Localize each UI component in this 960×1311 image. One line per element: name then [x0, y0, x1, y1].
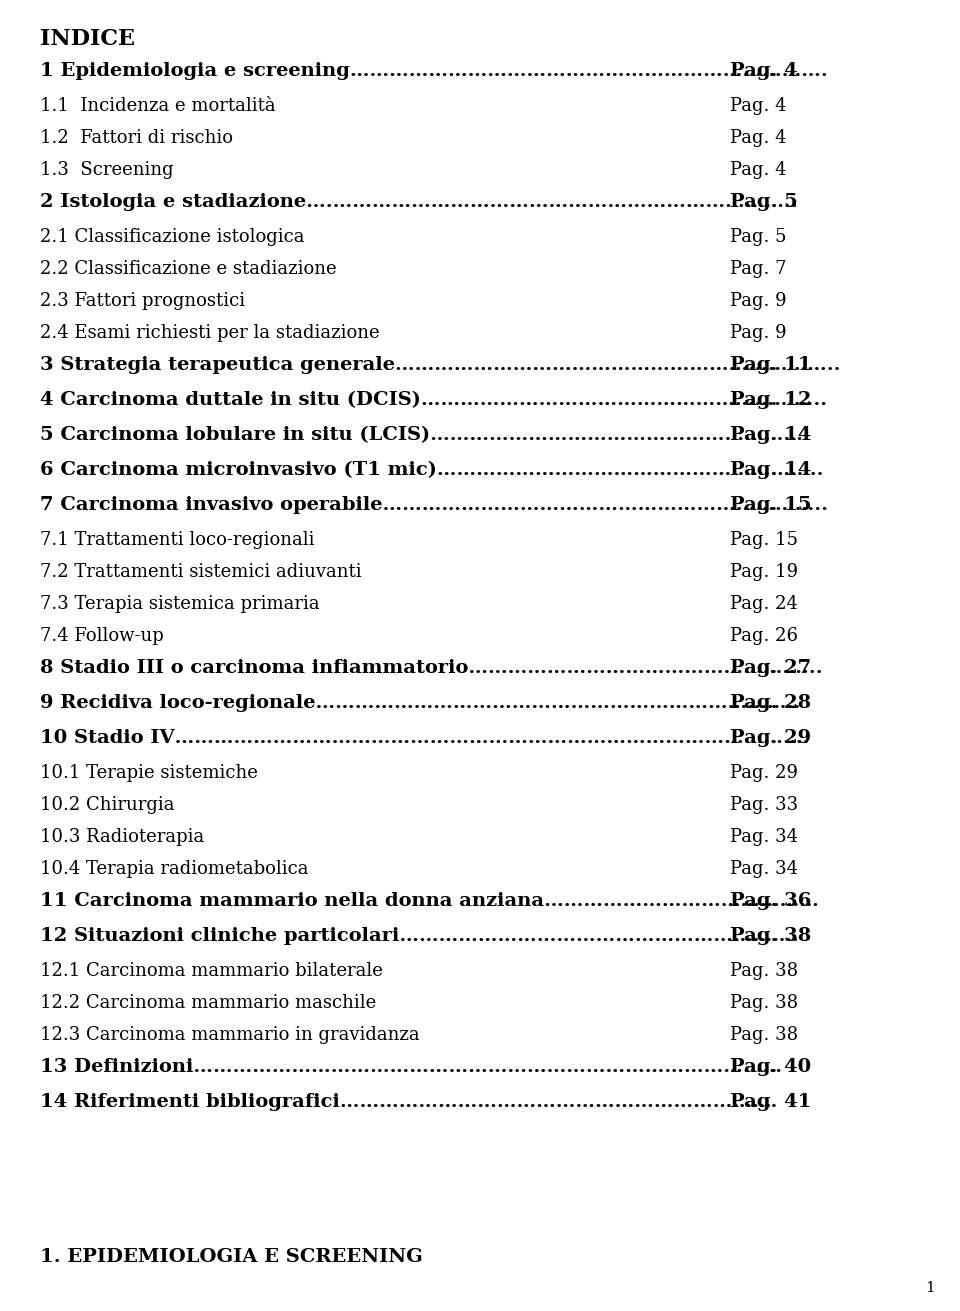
- Text: Pag. 9: Pag. 9: [730, 292, 786, 309]
- Text: Pag. 5: Pag. 5: [730, 228, 786, 246]
- Text: Pag. 11: Pag. 11: [730, 357, 811, 374]
- Text: Pag. 38: Pag. 38: [730, 962, 798, 981]
- Text: 7.2 Trattamenti sistemici adiuvanti: 7.2 Trattamenti sistemici adiuvanti: [40, 562, 362, 581]
- Text: Pag. 4: Pag. 4: [730, 128, 786, 147]
- Text: 12.3 Carcinoma mammario in gravidanza: 12.3 Carcinoma mammario in gravidanza: [40, 1027, 420, 1044]
- Text: Pag. 38: Pag. 38: [730, 994, 798, 1012]
- Text: Pag. 4: Pag. 4: [730, 62, 798, 80]
- Text: 13 Definizioni………………………………………………………………………………: 13 Definizioni………………………………………………………………………: [40, 1058, 782, 1076]
- Text: 10 Stadio IV…………………………………………………………………………………….: 10 Stadio IV……………………………………………………………………………: [40, 729, 809, 747]
- Text: 1.2  Fattori di rischio: 1.2 Fattori di rischio: [40, 128, 233, 147]
- Text: Pag. 33: Pag. 33: [730, 796, 798, 814]
- Text: 1.3  Screening: 1.3 Screening: [40, 161, 174, 180]
- Text: 2.1 Classificazione istologica: 2.1 Classificazione istologica: [40, 228, 304, 246]
- Text: Pag. 41: Pag. 41: [730, 1093, 811, 1110]
- Text: Pag. 26: Pag. 26: [730, 627, 798, 645]
- Text: Pag. 27: Pag. 27: [730, 659, 811, 676]
- Text: Pag. 34: Pag. 34: [730, 860, 798, 878]
- Text: Pag. 9: Pag. 9: [730, 324, 786, 342]
- Text: 4 Carcinoma duttale in situ (DCIS)……………………………………………………..: 4 Carcinoma duttale in situ (DCIS)…………………: [40, 391, 828, 409]
- Text: INDICE: INDICE: [40, 28, 135, 50]
- Text: 1: 1: [925, 1281, 935, 1295]
- Text: Pag. 4: Pag. 4: [730, 161, 786, 180]
- Text: Pag. 15: Pag. 15: [730, 531, 798, 549]
- Text: Pag. 28: Pag. 28: [730, 694, 811, 712]
- Text: 5 Carcinoma lobulare in situ (LCIS)…………………………………………………: 5 Carcinoma lobulare in situ (LCIS)………………: [40, 426, 803, 444]
- Text: 14 Riferimenti bibliografici…………………………………………………………: 14 Riferimenti bibliografici…………………………………: [40, 1093, 772, 1110]
- Text: 11 Carcinoma mammario nella donna anziana……………………………………: 11 Carcinoma mammario nella donna anzian…: [40, 891, 819, 910]
- Text: 2.3 Fattori prognostici: 2.3 Fattori prognostici: [40, 292, 245, 309]
- Text: 6 Carcinoma microinvasivo (T1 mic)…………………………………………………..: 6 Carcinoma microinvasivo (T1 mic)…………………: [40, 461, 824, 479]
- Text: Pag. 4: Pag. 4: [730, 97, 786, 115]
- Text: 12.1 Carcinoma mammario bilaterale: 12.1 Carcinoma mammario bilaterale: [40, 962, 383, 981]
- Text: Pag. 12: Pag. 12: [730, 391, 811, 409]
- Text: 7.3 Terapia sistemica primaria: 7.3 Terapia sistemica primaria: [40, 595, 320, 614]
- Text: 7 Carcinoma invasivo operabile…………………………………………………………..: 7 Carcinoma invasivo operabile……………………………: [40, 496, 828, 514]
- Text: 7.1 Trattamenti loco-regionali: 7.1 Trattamenti loco-regionali: [40, 531, 315, 549]
- Text: 12.2 Carcinoma mammario maschile: 12.2 Carcinoma mammario maschile: [40, 994, 376, 1012]
- Text: Pag. 29: Pag. 29: [730, 764, 798, 781]
- Text: 1. EPIDEMIOLOGIA E SCREENING: 1. EPIDEMIOLOGIA E SCREENING: [40, 1248, 422, 1266]
- Text: Pag. 19: Pag. 19: [730, 562, 798, 581]
- Text: Pag. 38: Pag. 38: [730, 1027, 798, 1044]
- Text: Pag. 14: Pag. 14: [730, 426, 811, 444]
- Text: Pag. 5: Pag. 5: [730, 193, 798, 211]
- Text: Pag. 29: Pag. 29: [730, 729, 811, 747]
- Text: Pag. 36: Pag. 36: [730, 891, 811, 910]
- Text: 3 Strategia terapeutica generale…………………………………………………………..: 3 Strategia terapeutica generale………………………: [40, 357, 841, 374]
- Text: Pag. 14: Pag. 14: [730, 461, 811, 479]
- Text: 1 Epidemiologia e screening……………………………………………………………….: 1 Epidemiologia e screening……………………………………: [40, 62, 828, 80]
- Text: 10.1 Terapie sistemiche: 10.1 Terapie sistemiche: [40, 764, 258, 781]
- Text: Pag. 40: Pag. 40: [730, 1058, 811, 1076]
- Text: Pag. 15: Pag. 15: [730, 496, 811, 514]
- Text: 8 Stadio III o carcinoma infiammatorio……………………………………………...: 8 Stadio III o carcinoma infiammatorio………: [40, 659, 823, 676]
- Text: 1.1  Incidenza e mortalità: 1.1 Incidenza e mortalità: [40, 97, 276, 115]
- Text: 10.4 Terapia radiometabolica: 10.4 Terapia radiometabolica: [40, 860, 308, 878]
- Text: Pag. 38: Pag. 38: [730, 927, 811, 945]
- Text: 2.2 Classificazione e stadiazione: 2.2 Classificazione e stadiazione: [40, 260, 337, 278]
- Text: 10.2 Chirurgia: 10.2 Chirurgia: [40, 796, 175, 814]
- Text: 10.3 Radioterapia: 10.3 Radioterapia: [40, 829, 204, 846]
- Text: 7.4 Follow-up: 7.4 Follow-up: [40, 627, 164, 645]
- Text: Pag. 7: Pag. 7: [730, 260, 786, 278]
- Text: 2 Istologia e stadiazione….……………………………………………………………..: 2 Istologia e stadiazione….……………………………………: [40, 193, 798, 211]
- Text: Pag. 24: Pag. 24: [730, 595, 798, 614]
- Text: 2.4 Esami richiesti per la stadiazione: 2.4 Esami richiesti per la stadiazione: [40, 324, 379, 342]
- Text: 9 Recidiva loco-regionale………………………………………………………………..: 9 Recidiva loco-regionale…………………………………………: [40, 694, 801, 712]
- Text: 12 Situazioni cliniche particolari…………………………………………………….: 12 Situazioni cliniche particolari…………………: [40, 927, 799, 945]
- Text: Pag. 34: Pag. 34: [730, 829, 798, 846]
